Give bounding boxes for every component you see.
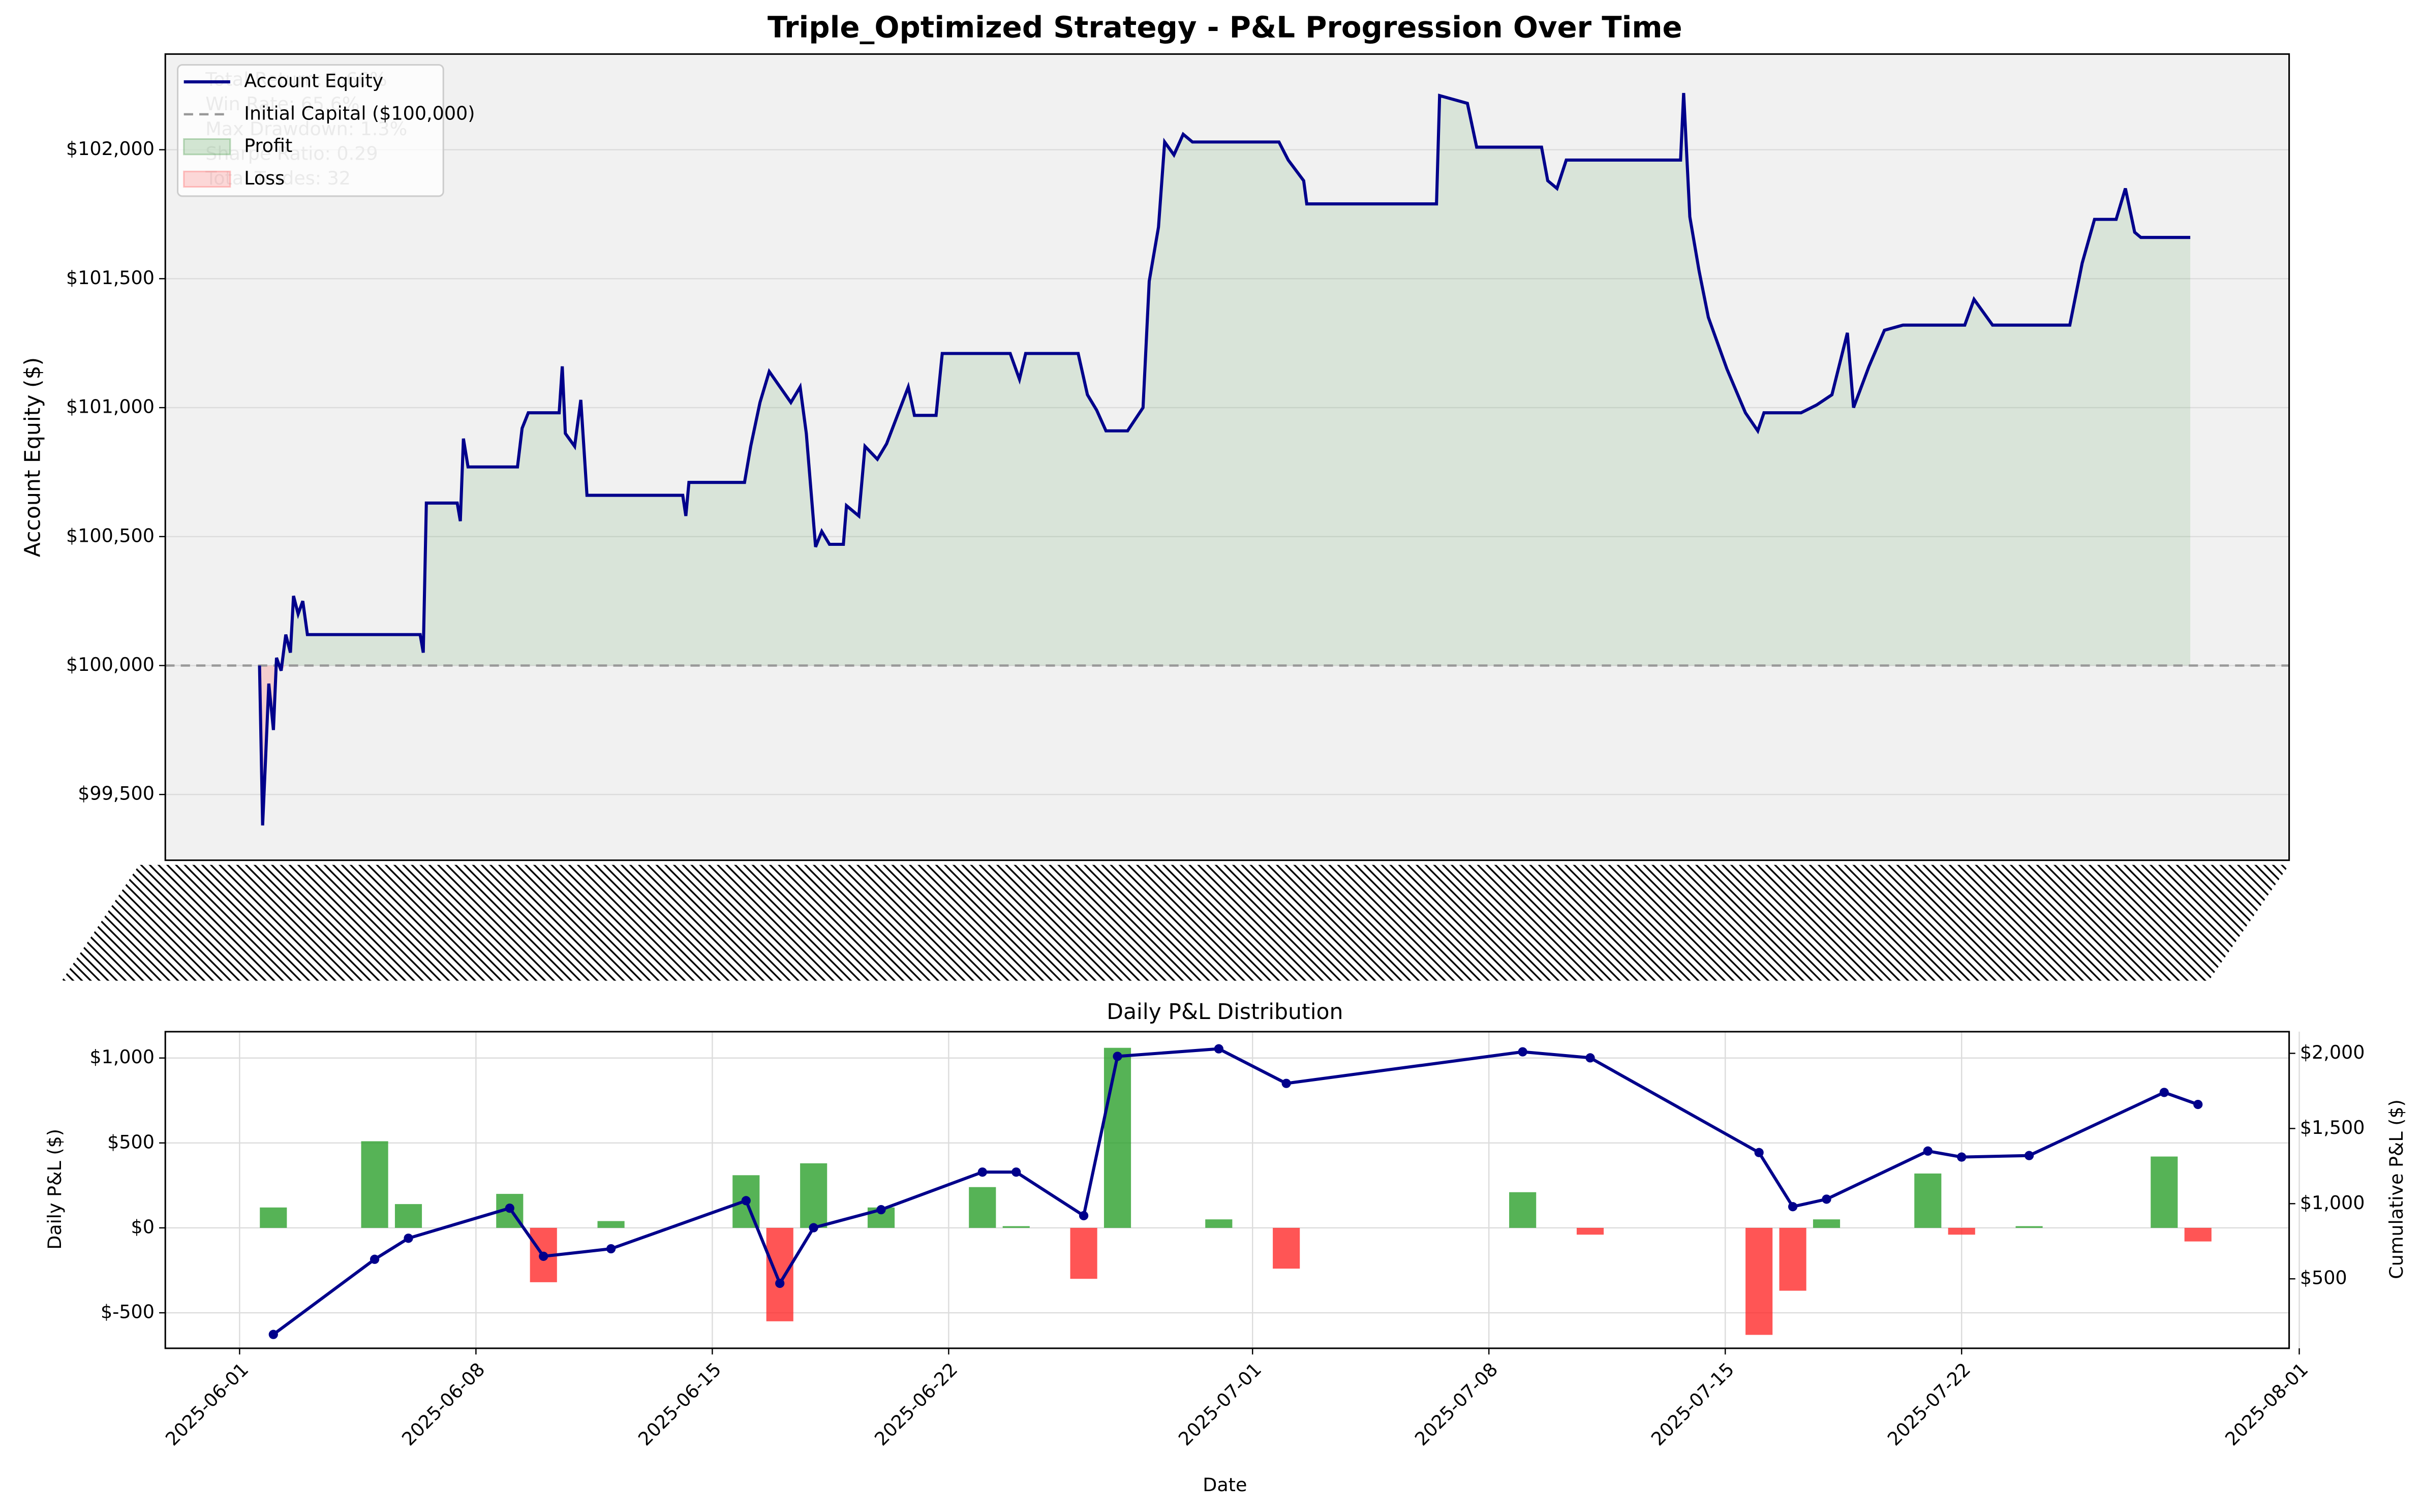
cumulative-point: [2159, 1088, 2169, 1097]
y2-tick-label: $1,500: [2300, 1117, 2365, 1138]
y-axis-label: Account Equity ($): [20, 357, 45, 557]
x-tick-label: 2025-08-01: [2221, 1359, 2312, 1450]
equity-chart: $99,500 $100,000 $100,500 $101,000 $101,500 $…: [66, 53, 2290, 861]
bar: [1205, 1219, 1233, 1228]
cumulative-point: [1923, 1146, 1933, 1156]
cumulative-point: [606, 1244, 616, 1254]
legend-label: Loss: [244, 167, 285, 189]
bar: [1509, 1192, 1537, 1228]
bar: [1002, 1226, 1030, 1228]
x-tick-label: 2025-06-01: [161, 1359, 253, 1450]
x-tick-label: 2025-06-22: [870, 1359, 962, 1450]
x-tick-label: 2025-07-22: [1883, 1359, 1975, 1450]
daily-chart: 2025-06-01 2025-06-08 2025-06-15 2025-06-22…: [89, 1031, 2365, 1450]
cumulative-point: [775, 1278, 785, 1288]
cumulative-point: [977, 1167, 987, 1177]
y2-tick-label: $2,000: [2300, 1041, 2365, 1063]
bar: [766, 1227, 793, 1321]
cumulative-point: [1754, 1148, 1764, 1157]
cumulative-point: [809, 1223, 818, 1232]
legend-box: [177, 64, 444, 197]
bar: [1813, 1219, 1841, 1228]
cumulative-point: [876, 1205, 886, 1215]
cumulative-point: [539, 1251, 548, 1261]
cumulative-point: [1585, 1053, 1595, 1063]
cumulative-point: [1957, 1152, 1967, 1162]
x-tick-label: 2025-07-15: [1647, 1359, 1738, 1450]
bar: [800, 1163, 827, 1228]
cumulative-point: [1822, 1194, 1831, 1204]
y-tick-label: $99,500: [78, 783, 155, 805]
cumulative-point: [1214, 1044, 1223, 1054]
bar: [1103, 1047, 1131, 1228]
bar: [2151, 1156, 2178, 1228]
bar: [1576, 1227, 1604, 1235]
legend-swatch: [183, 170, 231, 188]
bar: [1273, 1227, 1300, 1269]
x-tick-label: 2025-06-08: [397, 1359, 489, 1450]
y-tick-label: $100,500: [66, 524, 155, 546]
bar: [361, 1141, 388, 1228]
legend-label: Account Equity: [244, 70, 383, 92]
cumulative-point: [1281, 1078, 1291, 1088]
bar: [2184, 1227, 2212, 1242]
cumulative-point: [1788, 1202, 1798, 1212]
cumulative-point: [370, 1254, 380, 1264]
y-tick-label: $101,000: [66, 396, 155, 418]
legend-label: Profit: [244, 135, 292, 157]
y2-tick-label: $500: [2300, 1267, 2347, 1289]
x-tick-labels-overlap: [62, 865, 2289, 981]
profit-area: [259, 92, 2191, 666]
cumulative-point: [505, 1204, 514, 1213]
cumulative-point: [741, 1196, 751, 1206]
bar: [597, 1221, 625, 1228]
y-tick-label: $100,000: [66, 654, 155, 675]
chart-title: Triple_Optimized Strategy - P&L Progress…: [768, 10, 1682, 44]
y2-axis-label: Cumulative P&L ($): [2385, 1099, 2407, 1279]
axes-frame: [164, 53, 2290, 861]
cumulative-point: [1518, 1047, 1527, 1057]
chart-title: Daily P&L Distribution: [1107, 1000, 1343, 1025]
axes-frame: [164, 1031, 2290, 1349]
cumulative-point: [1113, 1052, 1122, 1061]
x-tick-label: 2025-07-01: [1174, 1359, 1266, 1450]
y2-tick-label: $1,000: [2300, 1192, 2365, 1214]
y-tick-label: $0: [131, 1216, 155, 1238]
y-tick-label: $101,500: [66, 267, 155, 289]
bar: [2015, 1226, 2043, 1228]
y-tick-label: $-500: [101, 1301, 155, 1323]
bar: [1914, 1173, 1942, 1228]
cumulative-point: [2024, 1151, 2034, 1160]
bar: [1070, 1227, 1097, 1279]
bar: [394, 1204, 422, 1228]
x-tick-label: 2025-06-15: [634, 1359, 725, 1450]
cumulative-point: [268, 1330, 278, 1339]
y-axis-label: Daily P&L ($): [44, 1129, 66, 1250]
y-tick-label: $102,000: [66, 138, 155, 160]
bar: [969, 1187, 996, 1228]
cumulative-point: [1011, 1167, 1021, 1177]
bar: [1948, 1227, 1975, 1235]
bar: [260, 1207, 287, 1228]
legend-swatch: [183, 138, 231, 156]
bar: [1779, 1227, 1806, 1291]
legend-label: Initial Capital ($100,000): [244, 102, 475, 124]
bar: [1745, 1227, 1773, 1335]
x-tick-label: 2025-07-08: [1411, 1359, 1502, 1450]
x-axis-label: Date: [1203, 1474, 1247, 1496]
cumulative-point: [1079, 1211, 1089, 1221]
cumulative-point: [2193, 1099, 2203, 1109]
y-tick-label: $500: [107, 1131, 155, 1153]
cumulative-line: [272, 1047, 2199, 1336]
cumulative-point: [404, 1233, 413, 1243]
y-tick-label: $1,000: [89, 1046, 155, 1068]
equity-line: [258, 92, 2191, 826]
